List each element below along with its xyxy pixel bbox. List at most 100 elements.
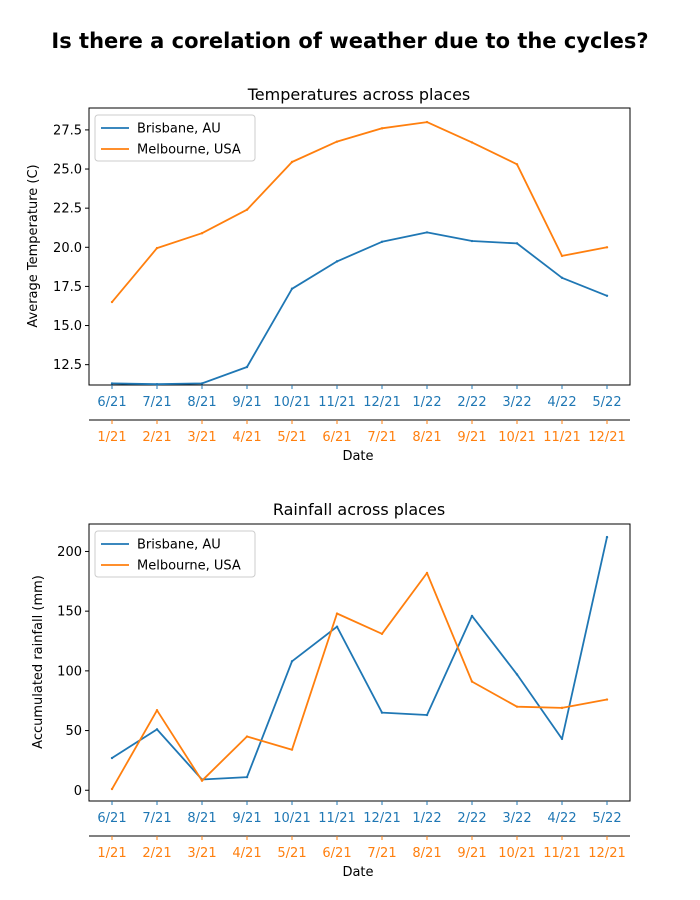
y-tick-label: 15.0 <box>53 319 82 334</box>
data-point-melbourne <box>245 208 249 211</box>
x-axis-label: Date <box>342 449 373 464</box>
data-point-brisbane <box>380 711 384 714</box>
data-point-brisbane <box>155 383 159 386</box>
x-tick-label-secondary: 6/21 <box>322 846 351 861</box>
data-point-melbourne <box>470 680 474 683</box>
x-tick-label-secondary: 7/21 <box>367 846 396 861</box>
y-tick-label: 25.0 <box>53 163 82 178</box>
data-point-melbourne <box>335 612 339 615</box>
x-tick-label-primary: 10/21 <box>273 395 310 410</box>
data-point-brisbane <box>425 231 429 234</box>
data-point-brisbane <box>245 365 249 369</box>
y-tick-label: 27.5 <box>53 123 82 138</box>
data-point-brisbane <box>155 728 159 731</box>
data-point-brisbane <box>110 756 114 760</box>
x-tick-label-secondary: 10/21 <box>498 846 535 861</box>
data-point-melbourne <box>290 160 294 164</box>
series-line-brisbane <box>111 536 608 781</box>
x-tick-label-primary: 3/22 <box>502 395 531 410</box>
series-line-brisbane <box>111 231 608 386</box>
data-point-brisbane <box>290 287 294 290</box>
x-tick-label-secondary: 1/21 <box>97 846 126 861</box>
data-point-brisbane <box>110 382 114 385</box>
x-tick-label-primary: 5/22 <box>592 811 621 826</box>
data-point-brisbane <box>470 239 474 243</box>
x-tick-label-primary: 12/21 <box>363 395 400 410</box>
legend-label: Brisbane, AU <box>137 538 221 553</box>
x-tick-label-primary: 8/21 <box>187 395 216 410</box>
plot-frame <box>88 523 631 802</box>
data-point-melbourne <box>155 246 159 250</box>
data-point-melbourne <box>515 163 519 166</box>
x-tick-label-primary: 7/21 <box>142 811 171 826</box>
figure-title: Is there a corelation of weather due to … <box>51 29 648 53</box>
y-tick-label: 20.0 <box>53 241 82 256</box>
x-tick-label-secondary: 9/21 <box>457 846 486 861</box>
data-point-melbourne <box>290 748 294 751</box>
x-tick-label-secondary: 5/21 <box>277 430 306 445</box>
legend <box>94 530 256 578</box>
x-tick-label-secondary: 12/21 <box>588 430 625 445</box>
x-tick-label-secondary: 8/21 <box>412 846 441 861</box>
x-tick-label-secondary: 9/21 <box>457 430 486 445</box>
x-tick-label-secondary: 12/21 <box>588 846 625 861</box>
x-tick-label-secondary: 2/21 <box>142 430 171 445</box>
x-tick-label-primary: 10/21 <box>273 811 310 826</box>
data-point-brisbane <box>515 673 519 676</box>
data-point-melbourne <box>470 141 474 144</box>
y-tick-label: 17.5 <box>53 280 82 295</box>
x-tick-label-secondary: 4/21 <box>232 846 261 861</box>
data-point-melbourne <box>200 231 204 235</box>
data-point-melbourne <box>380 632 384 636</box>
y-axis-label: Accumulated rainfall (mm) <box>31 575 46 749</box>
data-point-melbourne <box>155 709 159 712</box>
data-point-melbourne <box>380 127 384 130</box>
data-point-brisbane <box>425 713 429 717</box>
data-point-brisbane <box>335 260 339 263</box>
data-point-brisbane <box>245 775 249 779</box>
x-tick-label-primary: 9/21 <box>232 811 261 826</box>
plot-frame <box>88 107 631 386</box>
x-tick-label-primary: 4/22 <box>547 395 576 410</box>
x-tick-label-primary: 3/22 <box>502 811 531 826</box>
legend-label: Melbourne, USA <box>137 143 241 158</box>
legend-label: Brisbane, AU <box>137 122 221 137</box>
series-line-melbourne <box>111 121 608 303</box>
x-tick-label-primary: 11/21 <box>318 811 355 826</box>
y-tick-label: 22.5 <box>53 202 82 217</box>
x-tick-label-primary: 12/21 <box>363 811 400 826</box>
data-point-melbourne <box>560 706 564 710</box>
y-axis-label: Average Temperature (C) <box>26 164 41 327</box>
chart-title: Temperatures across places <box>247 85 471 104</box>
data-point-melbourne <box>110 300 114 304</box>
chart-title: Rainfall across places <box>273 500 445 519</box>
x-axis-label: Date <box>342 865 373 880</box>
x-tick-label-secondary: 11/21 <box>543 430 580 445</box>
legend <box>94 114 256 162</box>
data-point-melbourne <box>425 571 429 575</box>
x-tick-label-primary: 9/21 <box>232 395 261 410</box>
y-tick-label: 150 <box>57 605 82 620</box>
temperature-chart: Temperatures across places Average Tempe… <box>26 85 631 464</box>
x-tick-label-primary: 7/21 <box>142 395 171 410</box>
data-point-melbourne <box>110 787 114 791</box>
x-tick-label-primary: 1/22 <box>412 395 441 410</box>
data-point-brisbane <box>380 240 384 244</box>
x-tick-label-primary: 2/22 <box>457 811 486 826</box>
data-point-melbourne <box>560 254 564 258</box>
data-point-melbourne <box>605 246 609 249</box>
data-point-brisbane <box>605 535 609 539</box>
data-point-brisbane <box>335 625 339 628</box>
data-point-melbourne <box>245 735 249 738</box>
data-point-melbourne <box>425 120 429 124</box>
data-point-brisbane <box>515 242 519 245</box>
x-tick-label-primary: 8/21 <box>187 811 216 826</box>
x-tick-label-primary: 11/21 <box>318 395 355 410</box>
data-point-melbourne <box>605 698 609 701</box>
y-tick-label: 50 <box>65 724 82 739</box>
x-tick-label-secondary: 7/21 <box>367 430 396 445</box>
x-tick-label-secondary: 1/21 <box>97 430 126 445</box>
data-point-melbourne <box>335 140 339 143</box>
x-tick-label-primary: 2/22 <box>457 395 486 410</box>
x-tick-label-secondary: 3/21 <box>187 430 216 445</box>
